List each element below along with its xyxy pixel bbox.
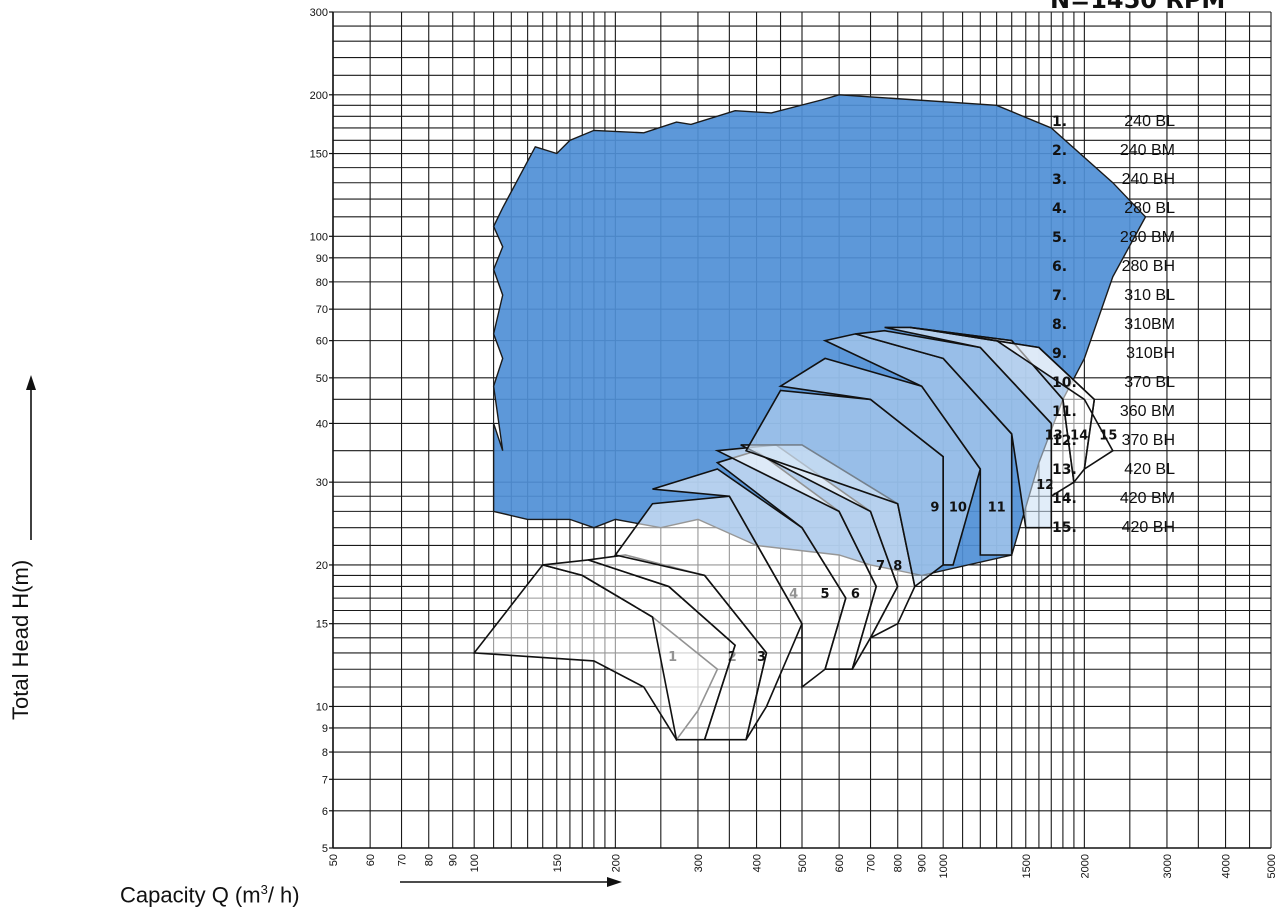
x-tick-label: 400: [752, 854, 764, 872]
legend-number: 3.: [1052, 172, 1067, 188]
y-tick-label: 150: [310, 149, 328, 161]
x-tick-label: 80: [424, 854, 436, 866]
x-tick-label: 300: [693, 854, 705, 872]
legend-model: 310BH: [1126, 345, 1175, 362]
y-tick-label: 100: [310, 231, 328, 243]
region-4: [614, 495, 803, 741]
y-tick-label: 9: [322, 723, 328, 735]
y-tick-label: 50: [316, 373, 328, 385]
legend-model: 420 BH: [1122, 519, 1175, 536]
x-tick-label: 1500: [1021, 854, 1033, 878]
y-tick-label: 7: [322, 774, 328, 786]
x-tick-label: 2000: [1079, 854, 1091, 878]
region-label-7: 7: [876, 559, 885, 574]
x-tick-label: 150: [552, 854, 564, 872]
x-tick-label: 5000: [1266, 854, 1278, 878]
legend-model: 310 BL: [1124, 287, 1175, 304]
x-tick-label: 600: [834, 854, 846, 872]
legend-number: 12.: [1052, 433, 1077, 449]
y-axis-label: Total Head H(m): [8, 559, 33, 720]
legend-number: 5.: [1052, 230, 1067, 246]
region-label-6: 6: [851, 587, 860, 602]
legend-number: 4.: [1052, 201, 1067, 217]
y-tick-label: 90: [316, 253, 328, 265]
region-label-11: 11: [988, 500, 1006, 515]
x-axis-label-suffix: / h): [267, 882, 300, 908]
x-tick-label: 1000: [938, 854, 950, 878]
region-10: [778, 357, 982, 566]
chart-title: N=1450 RPM: [1050, 0, 1225, 14]
y-tick-label: 300: [310, 7, 328, 19]
legend-model: 280 BM: [1120, 229, 1175, 246]
legend-model: 370 BH: [1122, 432, 1175, 449]
y-tick-label: 200: [310, 90, 328, 102]
x-tick-label: 4000: [1221, 854, 1233, 878]
region-label-8: 8: [893, 559, 902, 574]
legend-model: 280 BH: [1122, 258, 1175, 275]
legend-model: 240 BL: [1124, 113, 1175, 130]
region-label-14: 14: [1070, 428, 1088, 443]
x-tick-label: 90: [448, 854, 460, 866]
legend-model: 240 BH: [1122, 171, 1175, 188]
legend-model: 360 BM: [1120, 403, 1175, 420]
region-label-3: 3: [757, 650, 766, 665]
y-tick-label: 15: [316, 619, 328, 631]
y-tick-label: 30: [316, 477, 328, 489]
legend-number: 11.: [1052, 404, 1077, 420]
y-tick-label: 5: [322, 843, 328, 855]
x-tick-label: 900: [917, 854, 929, 872]
legend-model: 420 BM: [1120, 490, 1175, 507]
legend-model: 240 BM: [1120, 142, 1175, 159]
y-tick-label: 80: [316, 277, 328, 289]
x-axis-label-prefix: Capacity Q (m: [120, 882, 261, 908]
model-regions: 123456789101112131415: [472, 326, 1117, 742]
x-tick-label: 70: [397, 854, 409, 866]
x-axis-label-sup: 3: [260, 882, 268, 897]
x-tick-label: 200: [610, 854, 622, 872]
x-tick-label: 800: [893, 854, 905, 872]
y-tick-label: 40: [316, 418, 328, 430]
legend-number: 2.: [1052, 143, 1067, 159]
y-tick-label: 6: [322, 806, 328, 818]
legend-number: 8.: [1052, 317, 1067, 333]
legend-model: 420 BL: [1124, 461, 1175, 478]
legend: 1. 240 BL 2. 240 BM 3. 240 BH 4. 280 BL 5. 280 BM…: [1052, 113, 1175, 536]
x-axis-label: Capacity Q (m3/ h): [120, 882, 300, 908]
legend-model: 310BM: [1124, 316, 1175, 333]
region-12: [855, 329, 1053, 529]
y-tick-label: 60: [316, 336, 328, 348]
region-label-10: 10: [949, 500, 967, 515]
region-label-15: 15: [1099, 428, 1117, 443]
y-tick-label: 20: [316, 560, 328, 572]
region-label-12: 12: [1036, 478, 1054, 493]
y-tick-label: 70: [316, 304, 328, 316]
legend-number: 6.: [1052, 259, 1067, 275]
x-tick-label: 60: [365, 854, 377, 866]
legend-number: 1.: [1052, 114, 1067, 130]
y-tick-label: 8: [322, 747, 328, 759]
x-tick-label: 50: [328, 854, 340, 866]
x-tick-label: 700: [866, 854, 878, 872]
legend-number: 14.: [1052, 491, 1077, 507]
region-label-13: 13: [1045, 428, 1063, 443]
x-tick-label: 3000: [1162, 854, 1174, 878]
legend-number: 13.: [1052, 462, 1077, 478]
legend-model: 370 BL: [1124, 374, 1175, 391]
x-tick-label: 100: [469, 854, 481, 872]
region-15: [932, 329, 1114, 471]
legend-number: 10.: [1052, 375, 1077, 391]
region-label-9: 9: [930, 500, 939, 515]
legend-number: 9.: [1052, 346, 1067, 362]
x-tick-label: 500: [797, 854, 809, 872]
legend-model: 280 BL: [1124, 200, 1175, 217]
legend-number: 15.: [1052, 520, 1077, 536]
y-tick-label: 10: [316, 701, 328, 713]
legend-number: 7.: [1052, 288, 1067, 304]
region-label-5: 5: [821, 587, 830, 602]
